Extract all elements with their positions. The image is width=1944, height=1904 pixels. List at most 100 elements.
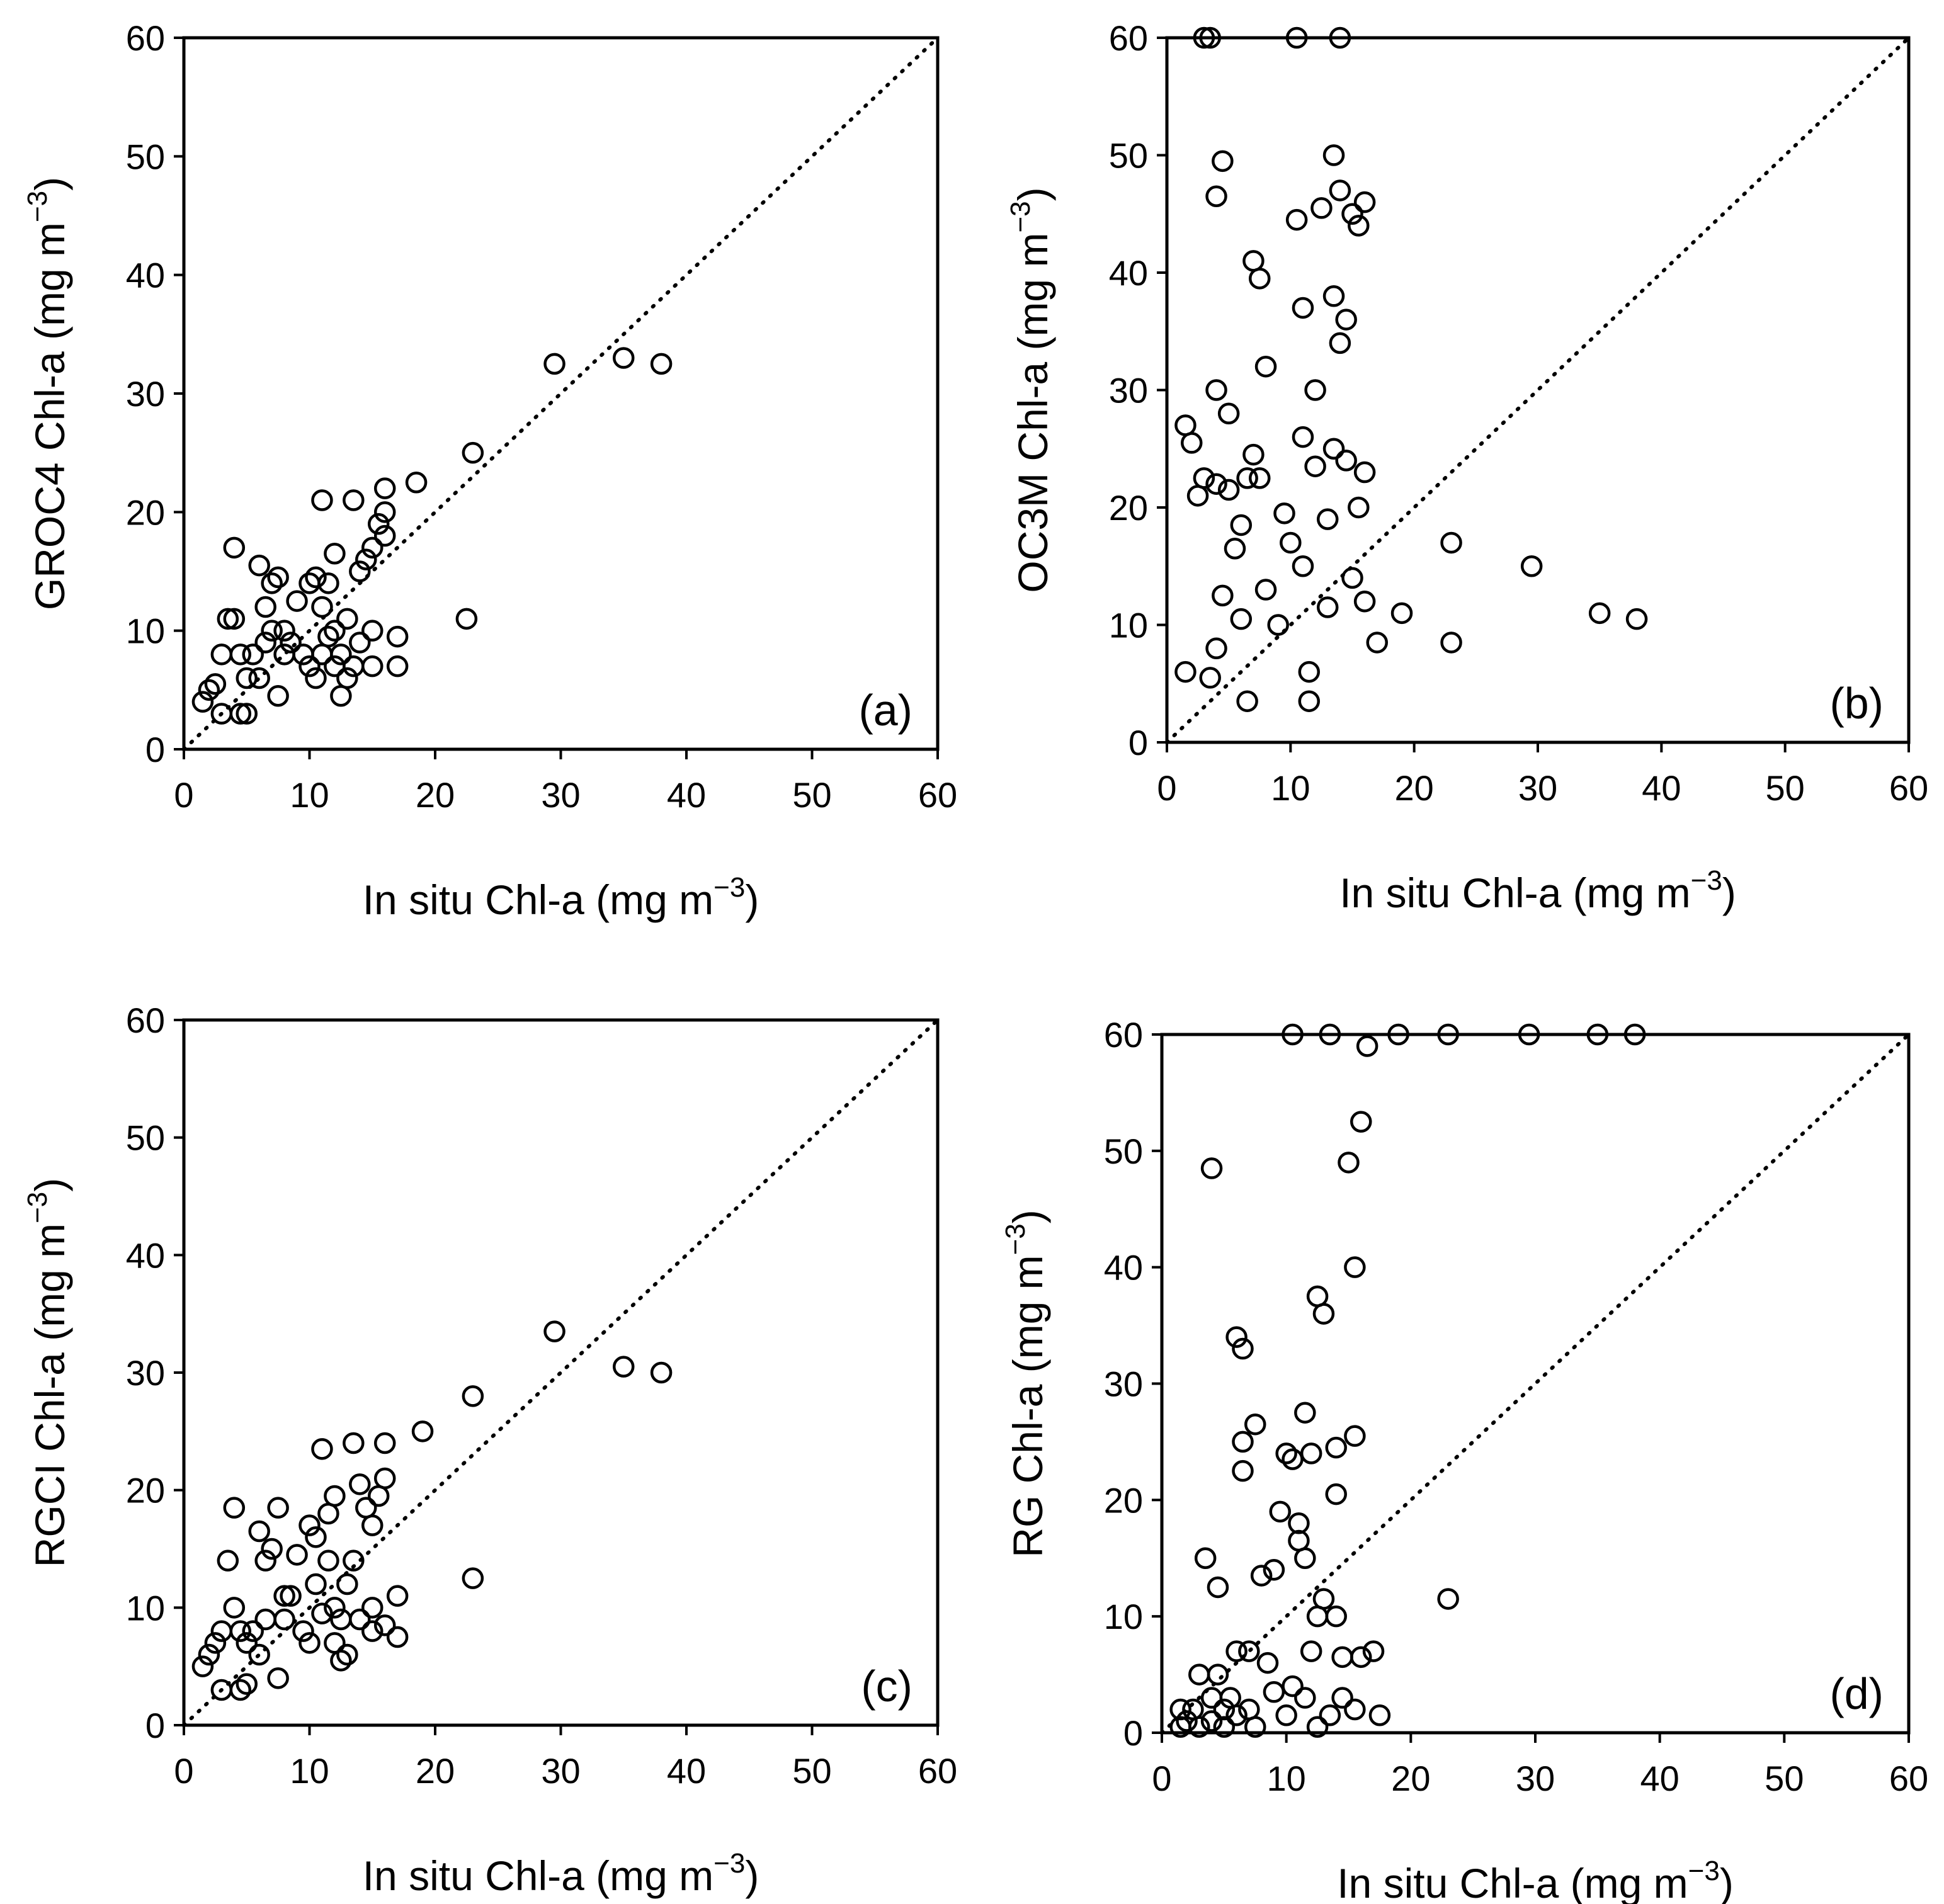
data-point: [1193, 26, 1215, 49]
data-point: [330, 1650, 352, 1672]
data-point: [330, 643, 352, 666]
y-axis-label-text: OC3M Chl-a (mg m: [1009, 233, 1056, 593]
data-point: [1300, 1640, 1322, 1662]
data-point: [343, 1432, 365, 1454]
data-point: [1275, 1442, 1297, 1465]
y-tick-label: 20: [126, 1471, 165, 1510]
data-point: [236, 667, 258, 689]
y-tick-label: 10: [126, 1588, 165, 1628]
y-tick-label: 60: [1104, 1015, 1143, 1055]
data-point: [386, 1626, 409, 1648]
y-axis-label-exponent: −3: [22, 191, 53, 222]
y-axis-label-exponent: −3: [1005, 201, 1036, 232]
x-tick-label: 10: [290, 775, 329, 815]
y-axis-label: RGCI Chl-a (mg m−3): [22, 1178, 73, 1568]
data-point: [1232, 1337, 1254, 1360]
data-point: [1263, 1681, 1285, 1703]
data-point: [1207, 1576, 1229, 1599]
data-point: [355, 548, 377, 570]
data-point: [1200, 1157, 1223, 1179]
data-point: [198, 1643, 220, 1666]
data-point: [336, 1573, 358, 1595]
x-axis-label: In situ Chl-a (mg m−3): [363, 872, 759, 923]
data-point: [317, 625, 339, 648]
data-point: [373, 1467, 396, 1490]
data-point: [1312, 1303, 1335, 1325]
data-point: [198, 679, 220, 701]
x-tick-label: 20: [416, 1751, 455, 1791]
data-point: [1244, 1413, 1266, 1436]
data-point: [1322, 438, 1345, 460]
data-point: [305, 667, 327, 689]
data-point: [1280, 531, 1302, 554]
data-point: [1282, 1675, 1304, 1697]
data-point: [462, 441, 484, 464]
data-point: [1217, 402, 1240, 425]
data-point: [1304, 379, 1326, 401]
data-point: [298, 655, 321, 677]
data-point: [1440, 632, 1462, 654]
data-point: [1300, 1442, 1322, 1465]
data-point: [1322, 144, 1345, 166]
data-point: [1232, 1431, 1254, 1453]
y-tick-label: 40: [1104, 1248, 1143, 1288]
data-point: [311, 596, 333, 618]
data-point: [317, 572, 339, 594]
data-point: [1285, 208, 1308, 231]
x-axis-label: In situ Chl-a (mg m−3): [1339, 865, 1736, 916]
data-point: [273, 620, 295, 642]
data-point: [1329, 179, 1351, 201]
data-point: [1588, 602, 1611, 625]
data-point: [336, 1643, 358, 1666]
data-point: [1344, 1698, 1366, 1721]
data-point: [242, 643, 264, 666]
data-point: [462, 1567, 484, 1589]
y-axis-label-text: RGCI Chl-a (mg m: [26, 1223, 73, 1567]
x-tick-label: 30: [1518, 768, 1557, 808]
data-point: [1205, 185, 1227, 208]
y-tick-label: 0: [145, 730, 165, 769]
y-tick-label: 10: [1104, 1597, 1143, 1636]
data-point: [267, 1667, 289, 1689]
identity-line: [182, 36, 940, 751]
data-point: [1174, 660, 1197, 683]
x-axis-label-text: In situ Chl-a (mg m: [1337, 1860, 1688, 1904]
data-point: [248, 554, 270, 577]
data-point: [248, 1520, 270, 1543]
x-tick-label: 40: [1642, 768, 1681, 808]
y-tick-label: 10: [126, 611, 165, 651]
data-point: [311, 1438, 333, 1460]
data-point: [1316, 508, 1339, 530]
y-axis-label: RG Chl-a (mg m−3): [1000, 1210, 1051, 1558]
data-point: [1350, 1646, 1372, 1669]
data-point: [1282, 1448, 1304, 1470]
x-tick-label: 40: [667, 775, 706, 815]
chart-panel-0: 0 10 20 30 40 50 60 0 10 20 30 40 50 60 In situ Chl-a …: [22, 18, 957, 923]
data-point: [204, 1632, 227, 1654]
data-point: [1194, 1547, 1217, 1569]
y-tick-label: 50: [126, 1118, 165, 1158]
data-point: [1353, 461, 1376, 484]
y-axis-label-close: ): [1004, 1210, 1051, 1223]
y-axis-label-exponent: −3: [22, 1192, 53, 1223]
data-point: [1169, 1698, 1191, 1721]
x-tick-label: 30: [541, 1751, 580, 1791]
x-tick-label: 60: [1889, 1759, 1928, 1798]
data-point: [267, 685, 289, 707]
x-tick-label: 60: [918, 1751, 957, 1791]
data-point: [1306, 1716, 1329, 1738]
y-axis-label-text: GROC4 Chl-a (mg m: [26, 222, 73, 610]
data-point: [217, 1550, 239, 1572]
data-point: [349, 1608, 371, 1631]
y-tick-label: 60: [1109, 18, 1148, 58]
data-point: [254, 632, 276, 654]
data-point: [1366, 632, 1389, 654]
x-axis-label: In situ Chl-a (mg m−3): [1337, 1856, 1734, 1904]
y-tick-label: 30: [1104, 1364, 1143, 1404]
data-point: [1238, 1640, 1260, 1662]
data-point: [1236, 690, 1258, 712]
x-tick-label: 10: [1271, 768, 1310, 808]
data-point: [543, 1320, 566, 1342]
data-point: [361, 655, 384, 677]
x-tick-label: 40: [667, 1751, 706, 1791]
